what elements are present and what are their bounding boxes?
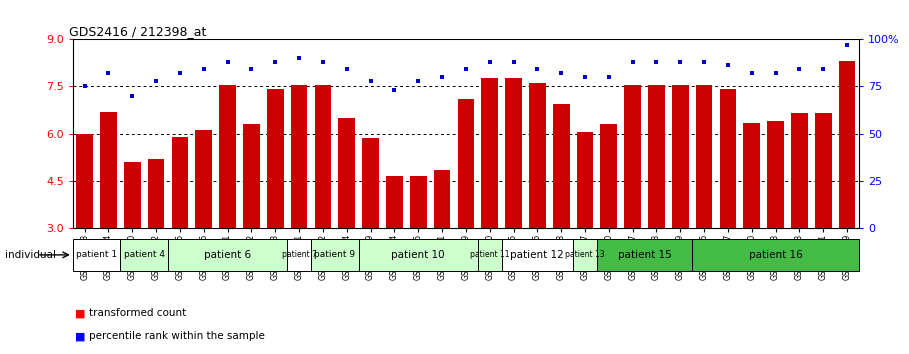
Point	[792, 67, 806, 72]
Bar	[386, 176, 403, 228]
Bar	[168, 239, 287, 271]
Point	[554, 70, 568, 76]
Bar	[693, 239, 859, 271]
Bar	[648, 85, 664, 228]
Bar	[291, 85, 307, 228]
Point	[673, 59, 687, 64]
Point	[101, 70, 115, 76]
Bar	[720, 90, 736, 228]
Point	[125, 93, 140, 98]
Bar	[338, 118, 355, 228]
Bar	[73, 239, 120, 271]
Text: individual: individual	[5, 250, 55, 260]
Bar	[502, 239, 573, 271]
Bar	[482, 78, 498, 228]
Bar	[601, 124, 617, 228]
Bar	[267, 90, 284, 228]
Bar	[767, 121, 784, 228]
Bar	[553, 104, 570, 228]
Bar	[576, 132, 594, 228]
Point	[483, 59, 497, 64]
Bar	[315, 85, 331, 228]
Text: patient 15: patient 15	[618, 250, 672, 260]
Point	[697, 59, 712, 64]
Text: patient 9: patient 9	[315, 250, 355, 259]
Bar	[573, 239, 597, 271]
Point	[578, 74, 593, 80]
Bar	[478, 239, 502, 271]
Text: ■: ■	[75, 331, 85, 341]
Point	[339, 67, 354, 72]
Text: ■: ■	[75, 308, 85, 318]
Bar	[362, 138, 379, 228]
Point	[506, 59, 521, 64]
Point	[602, 74, 616, 80]
Bar	[505, 78, 522, 228]
Point	[816, 67, 831, 72]
Bar	[76, 133, 93, 228]
Text: patient 1: patient 1	[76, 250, 117, 259]
Text: patient 4: patient 4	[124, 250, 165, 259]
Text: patient 6: patient 6	[204, 250, 251, 260]
Bar	[597, 239, 693, 271]
Bar	[695, 85, 713, 228]
Point	[149, 78, 164, 84]
Bar	[457, 99, 474, 228]
Bar	[791, 113, 808, 228]
Text: patient 11: patient 11	[470, 250, 509, 259]
Bar	[124, 162, 141, 228]
Bar	[410, 176, 426, 228]
Bar	[672, 85, 689, 228]
Text: patient 12: patient 12	[511, 250, 564, 260]
Point	[721, 63, 735, 68]
Point	[173, 70, 187, 76]
Point	[768, 70, 783, 76]
Text: patient 10: patient 10	[392, 250, 445, 260]
Bar	[172, 137, 188, 228]
Bar	[624, 85, 641, 228]
Bar	[148, 159, 165, 228]
Point	[196, 67, 211, 72]
Bar	[311, 239, 359, 271]
Bar	[287, 239, 311, 271]
Bar	[744, 122, 760, 228]
Point	[268, 59, 283, 64]
Text: transformed count: transformed count	[89, 308, 186, 318]
Point	[435, 74, 449, 80]
Bar	[195, 131, 212, 228]
Point	[530, 67, 544, 72]
Point	[411, 78, 425, 84]
Bar	[120, 239, 168, 271]
Point	[387, 87, 402, 93]
Bar	[434, 170, 450, 228]
Point	[840, 42, 854, 47]
Bar	[243, 124, 260, 228]
Point	[458, 67, 473, 72]
Bar	[839, 61, 855, 228]
Bar	[529, 83, 545, 228]
Point	[77, 84, 92, 89]
Bar	[815, 113, 832, 228]
Text: patient 7: patient 7	[282, 250, 316, 259]
Point	[292, 55, 306, 61]
Point	[220, 59, 235, 64]
Point	[625, 59, 640, 64]
Bar	[359, 239, 478, 271]
Point	[245, 67, 259, 72]
Bar	[219, 85, 236, 228]
Bar	[100, 112, 116, 228]
Point	[315, 59, 330, 64]
Text: GDS2416 / 212398_at: GDS2416 / 212398_at	[69, 25, 206, 38]
Point	[744, 70, 759, 76]
Text: patient 16: patient 16	[749, 250, 803, 260]
Point	[649, 59, 664, 64]
Text: percentile rank within the sample: percentile rank within the sample	[89, 331, 265, 341]
Text: patient 13: patient 13	[565, 250, 604, 259]
Point	[364, 78, 378, 84]
